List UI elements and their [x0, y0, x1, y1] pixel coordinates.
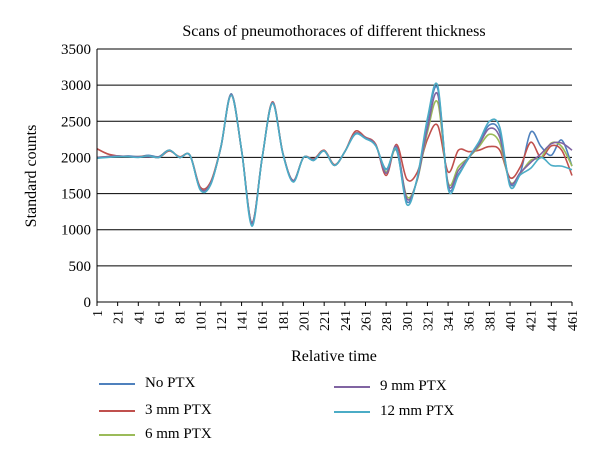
x-tick-label: 421 — [525, 310, 540, 331]
x-tick-label: 461 — [566, 310, 581, 331]
x-tick-label: 221 — [318, 310, 333, 331]
y-tick-label: 2000 — [61, 150, 91, 166]
series-line-12-mm-ptx — [96, 82, 573, 227]
x-tick-labels: 1 21 41 61 81 101 121 141 161 181 201 221 241 261 281 3… — [91, 302, 581, 331]
y-tick-label: 2500 — [61, 114, 91, 130]
x-tick-label: 441 — [545, 310, 560, 331]
x-tick-label: 361 — [463, 310, 478, 331]
series-line-6-mm-ptx — [96, 93, 573, 225]
x-tick-label: 41 — [132, 310, 147, 324]
x-tick-label: 301 — [401, 310, 416, 331]
x-tick-label: 261 — [359, 310, 374, 331]
x-tick-label: 341 — [442, 310, 457, 331]
gridlines — [97, 48, 572, 267]
series-lines — [96, 82, 573, 227]
x-tick-label: 1 — [91, 310, 106, 317]
series-line-no-ptx — [96, 85, 573, 225]
x-tick-label: 101 — [194, 310, 209, 331]
y-tick-label: 1500 — [61, 187, 91, 203]
y-tick-label: 0 — [84, 295, 92, 311]
chart-title: Scans of pneumothoraces of different thi… — [182, 23, 485, 40]
y-tick-labels: 0 500 1000 1500 2000 2500 3000 3500 — [61, 42, 91, 311]
x-tick-label: 381 — [483, 310, 498, 331]
series-line-3-mm-ptx — [96, 94, 573, 224]
series-line-9-mm-ptx — [96, 91, 573, 225]
x-tick-label: 321 — [421, 310, 436, 331]
x-tick-label: 141 — [236, 310, 251, 331]
y-tick-label: 3000 — [61, 78, 91, 94]
y-tick-label: 500 — [69, 259, 92, 275]
x-tick-label: 401 — [504, 310, 519, 331]
x-tick-label: 201 — [298, 310, 313, 331]
x-tick-label: 241 — [339, 310, 354, 331]
x-tick-label: 21 — [112, 310, 127, 324]
y-tick-label: 3500 — [61, 42, 91, 58]
x-tick-label: 281 — [380, 310, 395, 331]
x-axis-label: Relative time — [291, 348, 377, 365]
y-axis-label: Standard counts — [23, 125, 40, 228]
x-tick-label: 161 — [256, 310, 271, 331]
x-tick-label: 121 — [215, 310, 230, 331]
x-tick-label: 81 — [174, 310, 189, 324]
x-tick-label: 181 — [277, 310, 292, 331]
y-tick-label: 1000 — [61, 223, 91, 239]
x-tick-label: 61 — [153, 310, 168, 324]
